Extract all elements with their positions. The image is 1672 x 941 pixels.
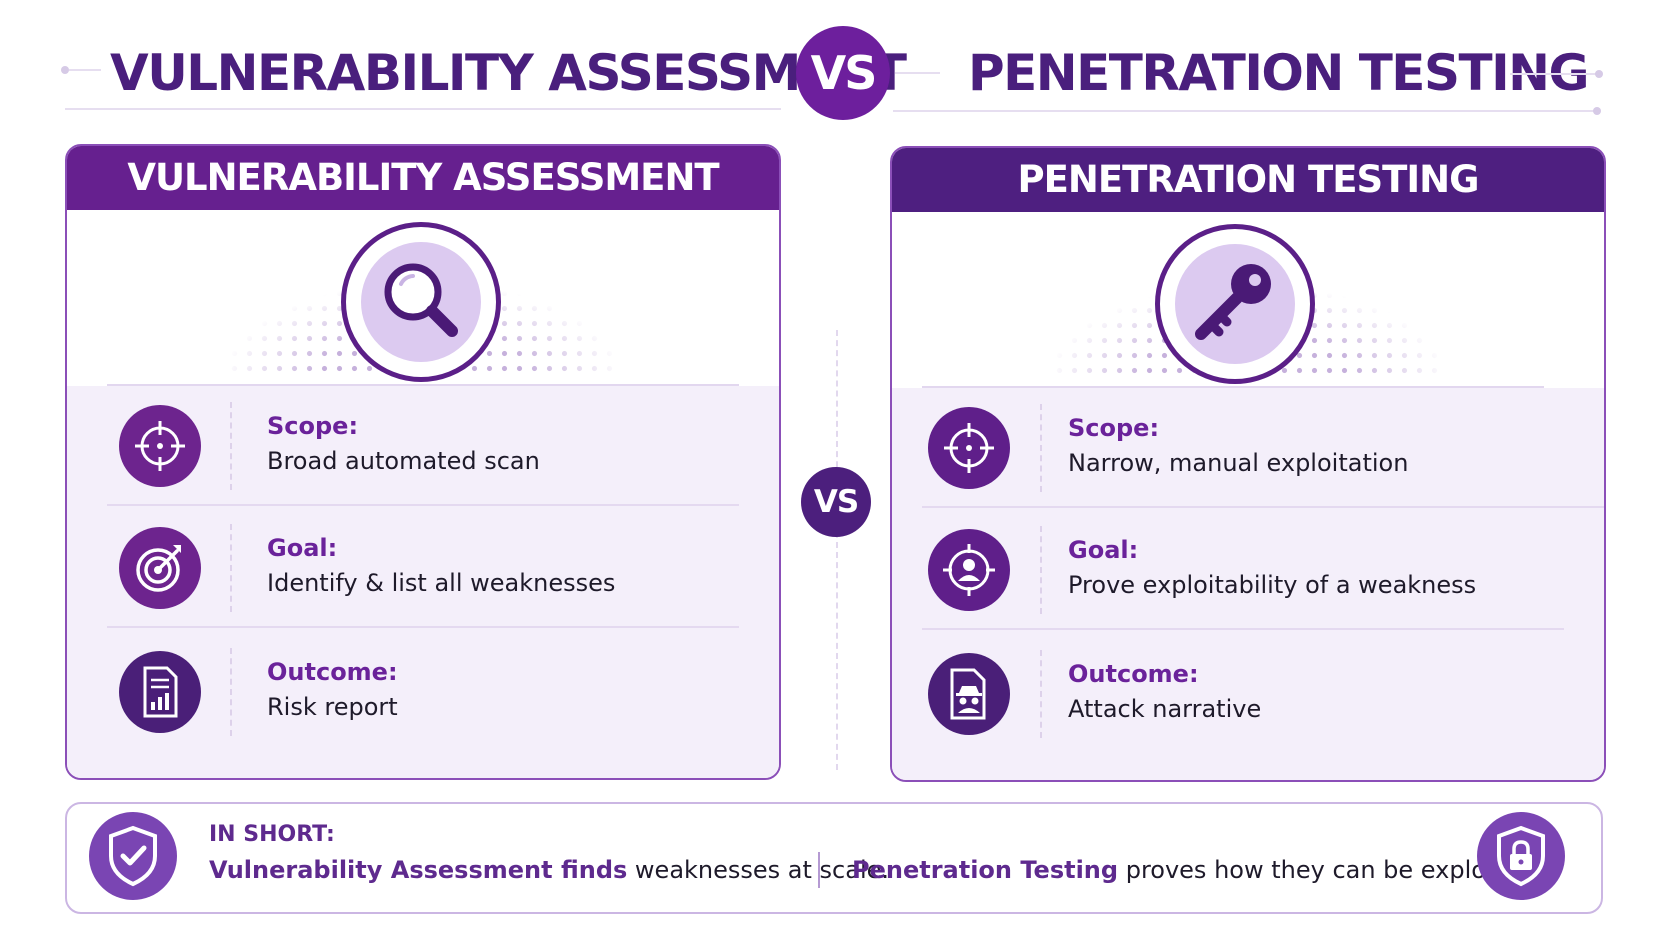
summary-label: IN SHORT: (209, 822, 335, 847)
header-right-rule-a (895, 72, 940, 74)
row-separator (230, 648, 232, 736)
hero-divider (107, 384, 739, 386)
row-separator (230, 402, 232, 490)
summary-left-bold: Vulnerability Assessment finds (209, 856, 628, 884)
row-separator (1040, 526, 1042, 614)
summary-right-rest: proves how they can be exploited. (1118, 856, 1540, 884)
row-separator (1040, 404, 1042, 492)
row-separator (230, 524, 232, 612)
row-separator (1040, 650, 1042, 738)
center-divider (836, 330, 838, 770)
header-right-rule-b (1510, 73, 1596, 75)
row-divider (107, 626, 739, 628)
summary-right-bold: Penetration Testing (852, 856, 1119, 884)
row-divider (922, 628, 1564, 630)
crosshair-icon (119, 405, 201, 487)
row-divider (922, 506, 1604, 508)
target-dart-icon (119, 527, 201, 609)
header-right-dot (1595, 70, 1603, 78)
panel-penetration-testing: PENETRATION TESTING Sc (890, 146, 1606, 782)
row-label: Scope: (1068, 414, 1160, 442)
row-scope: Scope: Narrow, manual exploitation (892, 388, 1604, 508)
row-label: Outcome: (267, 658, 398, 686)
header-left-underline (65, 108, 781, 110)
panel-title: VULNERABILITY ASSESSMENT (67, 146, 779, 210)
center-vs-badge: VS (801, 467, 871, 537)
header-vs-badge: VS (796, 26, 890, 120)
summary-separator (818, 852, 820, 888)
summary-right-text: Penetration Testing proves how they can … (852, 856, 1540, 884)
report-chart-icon (119, 651, 201, 733)
user-target-icon (928, 529, 1010, 611)
panel-vulnerability-assessment: VULNERABILITY ASSESSMENT Scope: Broa (65, 144, 781, 780)
header-left-dot (61, 66, 69, 74)
row-divider (107, 504, 739, 506)
row-text: Broad automated scan (267, 447, 540, 475)
row-label: Outcome: (1068, 660, 1199, 688)
row-outcome: Outcome: Risk report (67, 632, 779, 752)
panel-title: PENETRATION TESTING (892, 148, 1604, 212)
summary-left-rest: weaknesses at scale. (627, 856, 890, 884)
key-icon (1175, 244, 1295, 364)
row-label: Goal: (1068, 536, 1139, 564)
hero-divider (922, 386, 1544, 388)
row-label: Scope: (267, 412, 359, 440)
row-text: Identify & list all weaknesses (267, 569, 616, 597)
panel-body (892, 388, 1604, 780)
header-right-underline-dot (1593, 107, 1601, 115)
spy-document-icon (928, 653, 1010, 735)
hero-icon-ring (1155, 224, 1315, 384)
row-scope: Scope: Broad automated scan (67, 386, 779, 506)
magnifier-icon (361, 242, 481, 362)
shield-lock-icon (1477, 812, 1565, 900)
row-text: Attack narrative (1068, 695, 1262, 723)
hero-icon-ring (341, 222, 501, 382)
row-goal: Goal: Identify & list all weaknesses (67, 508, 779, 628)
header-left-rule (69, 69, 101, 71)
row-outcome: Outcome: Attack narrative (892, 634, 1604, 754)
row-label: Goal: (267, 534, 338, 562)
row-goal: Goal: Prove exploitability of a weakness (892, 510, 1604, 630)
shield-check-icon (89, 812, 177, 900)
crosshair-icon (928, 407, 1010, 489)
row-text: Risk report (267, 693, 398, 721)
row-text: Prove exploitability of a weakness (1068, 571, 1477, 599)
header-right-title: PENETRATION TESTING (968, 44, 1590, 102)
header-right-underline (893, 110, 1599, 112)
row-text: Narrow, manual exploitation (1068, 449, 1409, 477)
summary-left-text: Vulnerability Assessment finds weaknesse… (209, 856, 889, 884)
header-left-title: VULNERABILITY ASSESSMENT (110, 44, 907, 102)
summary-box: IN SHORT: Vulnerability Assessment finds… (65, 802, 1603, 914)
